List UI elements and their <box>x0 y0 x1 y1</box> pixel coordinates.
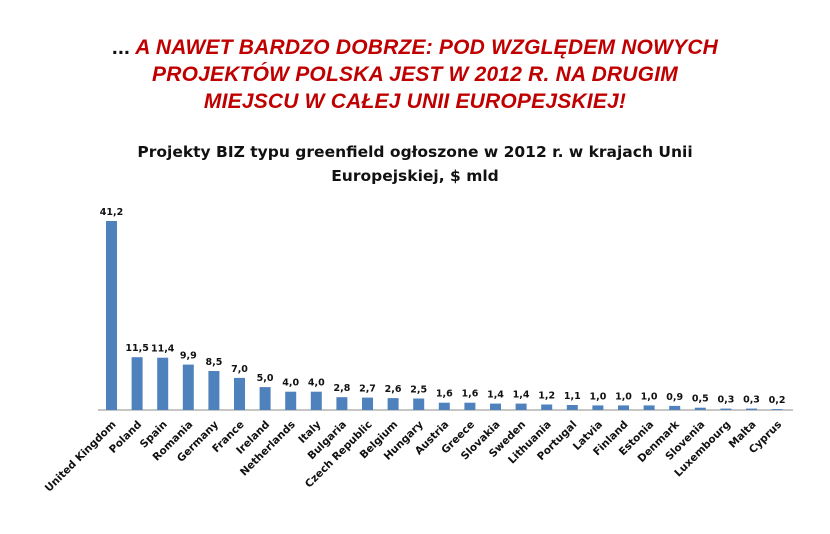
bar-value-label: 7,0 <box>231 364 248 375</box>
bar-value-label: 11,4 <box>151 344 175 355</box>
bar-value-label: 1,0 <box>615 391 632 402</box>
bar <box>106 221 117 410</box>
bar <box>285 391 297 410</box>
bar <box>259 387 271 410</box>
bar-value-label: 0,2 <box>769 395 786 406</box>
bar-value-label: 2,7 <box>359 384 376 395</box>
bar-value-label: 1,6 <box>436 389 453 400</box>
bar <box>618 405 629 410</box>
bar <box>234 377 245 410</box>
bar-value-label: 0,9 <box>666 392 683 403</box>
bar <box>208 371 220 410</box>
bar <box>746 408 757 410</box>
bar-value-label: 2,6 <box>385 384 402 395</box>
bar-value-label: 1,4 <box>487 390 504 401</box>
bar <box>157 357 169 410</box>
bar-value-label: 0,3 <box>743 395 760 406</box>
headline-lead: ... <box>111 36 131 59</box>
bar-value-label: 2,8 <box>333 383 350 394</box>
bar-value-label: 8,5 <box>205 357 222 368</box>
headline: ... A NAWET BARDZO DOBRZE: POD WZGLĘDEM … <box>0 34 830 115</box>
category-label: United Kingdom <box>43 419 119 495</box>
chart-title: Projekty BIZ typu greenfield ogłoszone w… <box>0 140 830 188</box>
bar-value-label: 4,0 <box>308 378 325 389</box>
bar-value-label: 1,0 <box>589 391 606 402</box>
bar-value-label: 0,3 <box>717 395 734 406</box>
bar <box>720 408 732 410</box>
headline-line-2: PROJEKTÓW POLSKA JEST W 2012 R. NA DRUGI… <box>152 63 678 86</box>
bar <box>131 357 143 410</box>
headline-line-3: MIEJSCU W CAŁEJ UNII EUROPEJSKIEJ! <box>203 90 627 113</box>
chart-title-line-2: Europejskiej, $ mld <box>331 167 499 185</box>
bar <box>310 391 322 410</box>
headline-line-1: ... A NAWET BARDZO DOBRZE: POD WZGLĘDEM … <box>0 34 830 61</box>
bar-value-label: 0,5 <box>692 394 709 405</box>
bar <box>771 409 783 410</box>
bar-value-label: 4,0 <box>282 378 299 389</box>
headline-line-1-text: A NAWET BARDZO DOBRZE: POD WZGLĘDEM NOWY… <box>135 36 719 59</box>
bar <box>182 364 194 410</box>
bar <box>387 398 399 410</box>
bar <box>541 404 553 410</box>
bar <box>643 405 655 410</box>
bar-value-label: 11,5 <box>125 343 148 354</box>
bar-value-label: 9,9 <box>180 351 197 362</box>
bar <box>669 405 681 410</box>
bar <box>592 405 604 410</box>
bar <box>464 402 476 410</box>
bar-value-label: 2,5 <box>410 385 427 396</box>
bar-value-label: 1,6 <box>461 389 478 400</box>
bar <box>515 403 527 410</box>
chart-title-line-1: Projekty BIZ typu greenfield ogłoszone w… <box>137 143 693 161</box>
bar-value-label: 1,0 <box>641 391 658 402</box>
bar-value-label: 1,1 <box>564 391 581 402</box>
bar <box>694 407 706 410</box>
bar-value-label: 1,2 <box>538 391 555 402</box>
bar <box>438 402 450 410</box>
bar-value-label: 5,0 <box>257 373 274 384</box>
bar <box>336 397 348 410</box>
bar <box>566 405 578 410</box>
bar <box>362 397 373 410</box>
bar <box>490 403 501 410</box>
bar <box>413 398 425 410</box>
bar-value-label: 1,4 <box>513 390 530 401</box>
bar-value-label: 41,2 <box>100 207 123 218</box>
